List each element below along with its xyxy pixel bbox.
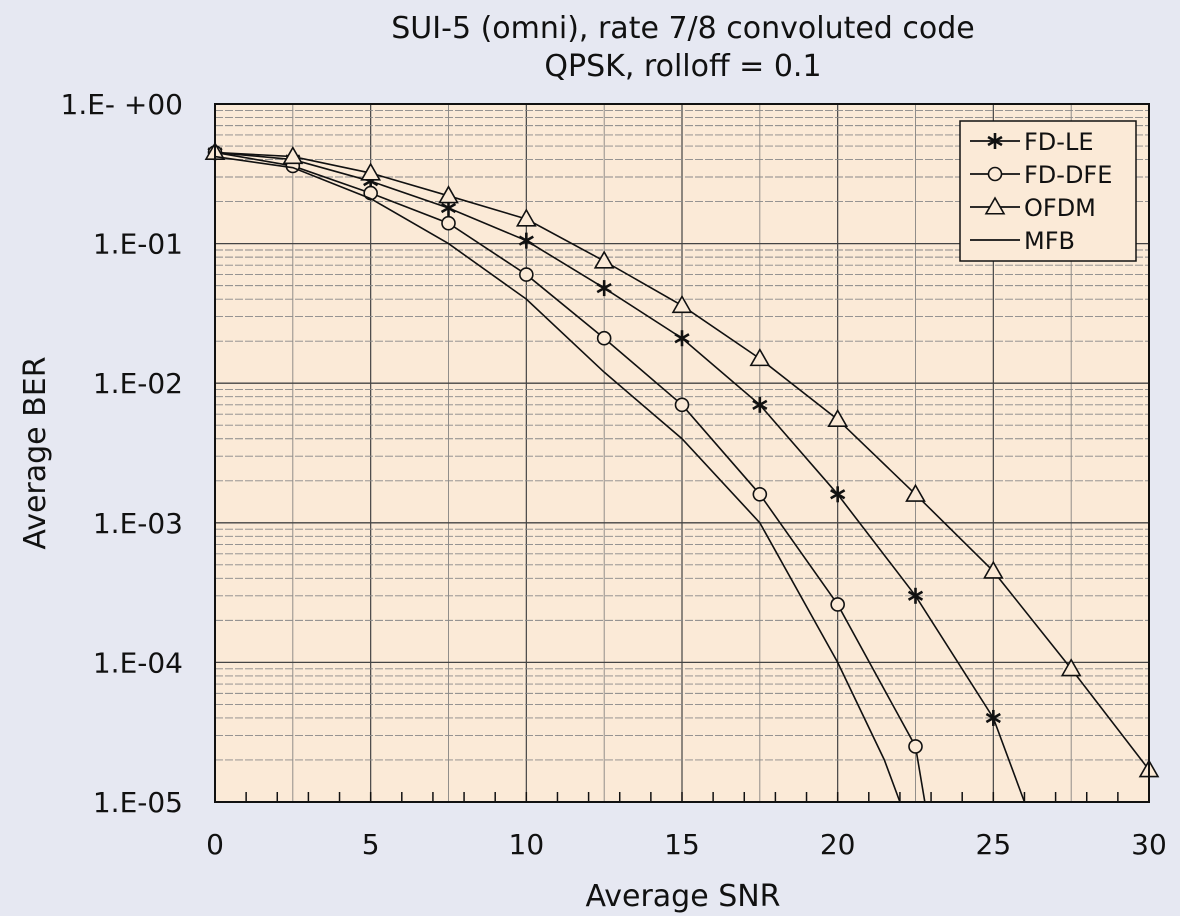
legend-item-mfb: MFB xyxy=(970,227,1075,255)
data-point-fd-le xyxy=(518,232,534,249)
data-point-ofdm xyxy=(282,145,304,165)
data-point-fd-dfe xyxy=(519,267,534,282)
y-tick-labels: 1.E- +00 1.E-01 1.E-02 1.E-03 1.E-04 1.E-05 xyxy=(61,88,184,819)
asterisk-stroke xyxy=(985,712,1001,724)
data-point-fd-le xyxy=(985,709,1001,726)
plot-frame xyxy=(214,103,1150,803)
legend-item-fd-dfe: FD-DFE xyxy=(970,161,1112,189)
x-tick-label: 20 xyxy=(820,828,856,861)
series-mfb xyxy=(214,155,901,803)
y-tick-label: 1.E- +00 xyxy=(61,88,184,121)
data-point-fd-dfe xyxy=(752,487,768,502)
data-point-ofdm xyxy=(360,162,382,181)
legend-marker xyxy=(987,133,1003,149)
series-fd-dfe xyxy=(207,145,926,803)
x-tick-labels: 0 5 10 15 20 25 30 xyxy=(206,828,1167,861)
legend-item-fd-le: FD-LE xyxy=(970,128,1093,156)
series-group xyxy=(204,141,1160,803)
grid xyxy=(214,104,1150,803)
data-point-fd-dfe xyxy=(908,739,923,754)
data-point-fd-le xyxy=(830,486,846,503)
y-axis-label: Average BER xyxy=(18,356,53,549)
chart-title: SUI-5 (omni), rate 7/8 convoluted code xyxy=(391,11,974,46)
series-line-mfb xyxy=(214,155,901,803)
data-point-ofdm xyxy=(827,408,849,427)
data-point-fd-dfe xyxy=(363,185,378,201)
data-point-ofdm xyxy=(593,250,615,269)
asterisk-stroke xyxy=(440,202,457,214)
legend-item-ofdm: OFDM xyxy=(970,194,1096,222)
x-tick-label: 0 xyxy=(206,828,224,861)
x-tick-label: 30 xyxy=(1131,828,1167,861)
asterisk-stroke xyxy=(987,135,1003,147)
series-line-fd-le xyxy=(214,151,1026,803)
data-point-ofdm xyxy=(982,560,1004,579)
data-point-fd-le xyxy=(752,396,768,413)
y-tick-label: 1.E-01 xyxy=(93,228,183,261)
x-tick-label: 15 xyxy=(664,828,700,861)
legend-marker xyxy=(987,166,1003,182)
data-point-ofdm xyxy=(671,294,693,314)
data-point-fd-dfe xyxy=(596,330,612,346)
y-tick-label: 1.E-04 xyxy=(93,646,183,679)
asterisk-stroke xyxy=(907,590,924,601)
data-point-fd-le xyxy=(907,587,924,604)
legend-label: OFDM xyxy=(1024,194,1096,222)
data-point-fd-dfe xyxy=(674,397,690,413)
legend-items: FD-LE FD-DFE OFDM MFB xyxy=(970,128,1112,255)
x-tick-label: 5 xyxy=(362,828,380,861)
legend: FD-LE FD-DFE OFDM MFB xyxy=(959,120,1137,262)
asterisk-stroke xyxy=(752,399,768,410)
data-point-ofdm xyxy=(749,348,771,367)
y-tick-label: 1.E-05 xyxy=(93,786,183,819)
data-point-ofdm xyxy=(515,208,537,227)
y-tick-label: 1.E-02 xyxy=(93,367,183,400)
legend-label: FD-LE xyxy=(1024,128,1093,156)
x-tick-label: 25 xyxy=(976,828,1012,861)
x-tick-label: 10 xyxy=(509,828,545,861)
data-point-fd-le xyxy=(674,330,690,347)
x-axis-label: Average SNR xyxy=(585,879,780,914)
data-point-ofdm xyxy=(1060,658,1082,677)
data-point-fd-dfe xyxy=(830,597,845,612)
data-point-ofdm xyxy=(905,483,926,502)
asterisk-stroke xyxy=(674,333,690,344)
asterisk-stroke xyxy=(830,489,846,500)
series-ofdm xyxy=(204,141,1160,778)
chart-subtitle: QPSK, rolloff = 0.1 xyxy=(544,49,821,84)
legend-label: MFB xyxy=(1024,227,1075,255)
data-point-fd-le xyxy=(596,280,612,297)
data-point-fd-dfe xyxy=(441,215,456,231)
legend-label: FD-DFE xyxy=(1024,161,1112,189)
y-tick-label: 1.E-03 xyxy=(93,507,183,540)
asterisk-stroke xyxy=(596,282,612,294)
asterisk-stroke xyxy=(518,235,534,246)
data-point-ofdm xyxy=(438,185,459,204)
legend-marker xyxy=(984,196,1006,215)
